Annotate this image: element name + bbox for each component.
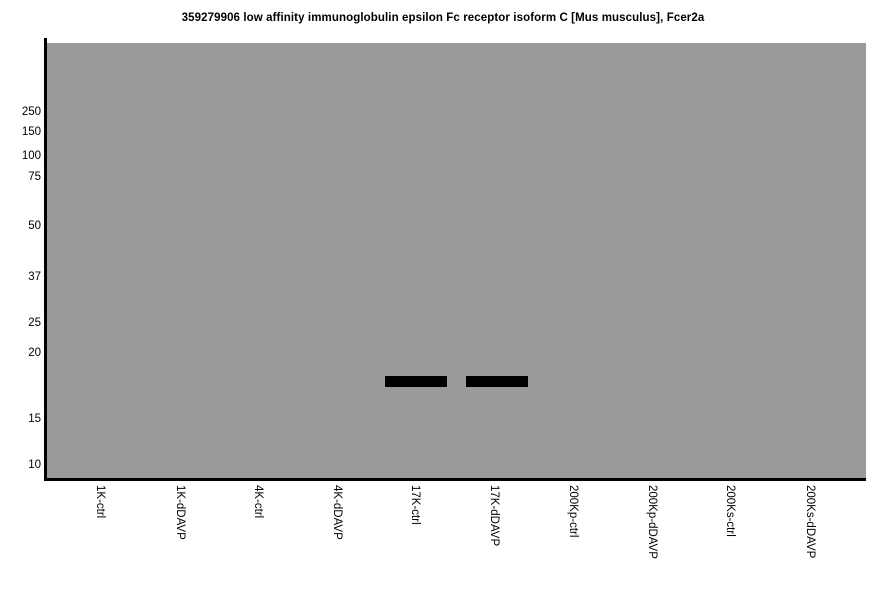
protein-band	[385, 376, 447, 387]
y-tick-label: 37	[28, 271, 41, 283]
x-tick-label: 1K-dDAVP	[174, 485, 186, 540]
y-axis-tick-labels: 250 150 100 75 50 37 25 20 15 10	[0, 0, 41, 595]
y-tick-label: 50	[28, 220, 41, 232]
y-tick-label: 15	[28, 413, 41, 425]
x-tick-label: 200Kp-dDAVP	[646, 485, 658, 559]
gel-panel	[47, 43, 866, 478]
y-tick-label: 75	[28, 171, 41, 183]
x-tick-label: 1K-ctrl	[94, 485, 106, 519]
y-tick-label: 20	[28, 347, 41, 359]
x-tick-label: 4K-dDAVP	[331, 485, 343, 540]
y-tick-label: 25	[28, 317, 41, 329]
x-tick-label: 17K-dDAVP	[488, 485, 500, 547]
x-tick-label: 200Ks-ctrl	[724, 485, 736, 537]
y-axis-line	[44, 38, 47, 478]
x-axis-line	[44, 478, 866, 481]
y-tick-label: 100	[21, 150, 41, 162]
y-tick-label: 10	[28, 459, 41, 471]
y-tick-label: 150	[21, 126, 41, 138]
x-tick-label: 4K-ctrl	[252, 485, 264, 519]
x-tick-label: 17K-ctrl	[409, 485, 421, 525]
x-tick-label: 200Ks-dDAVP	[804, 485, 816, 559]
x-tick-label: 200Kp-ctrl	[567, 485, 579, 538]
page-title: 359279906 low affinity immunoglobulin ep…	[181, 12, 705, 24]
y-tick-label: 250	[21, 106, 41, 118]
protein-band	[466, 376, 528, 387]
